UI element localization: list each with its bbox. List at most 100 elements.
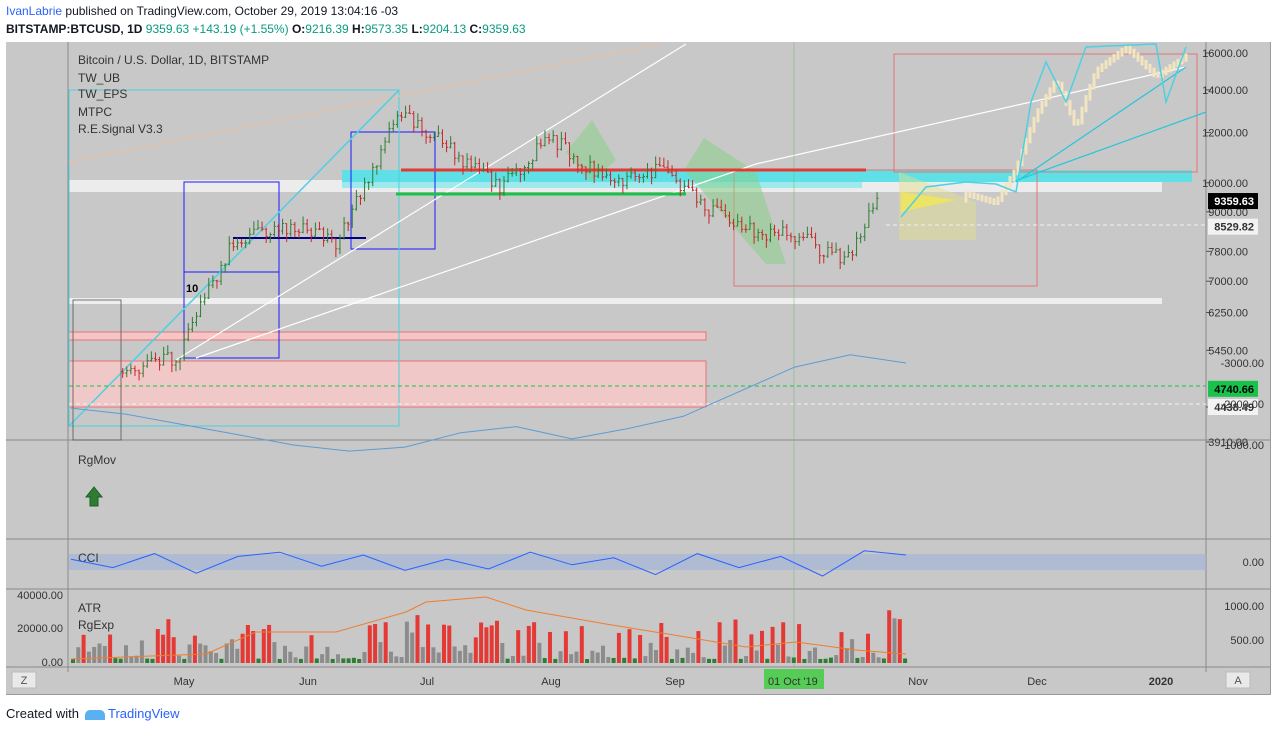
rgmov-label: RgMov [78, 453, 116, 467]
projection-bar [1008, 176, 1012, 189]
volume-bar [791, 657, 796, 663]
projection-bar [1140, 56, 1144, 66]
volume-bar [325, 646, 330, 663]
volume-bar [277, 658, 282, 663]
published-text: published on TradingView.com, October 29… [65, 4, 399, 18]
price-tick-label: 7800.00 [1208, 246, 1248, 258]
time-axis[interactable]: May Jun Jul Aug Sep 01 Oct '19 Nov Dec 2020 [174, 669, 1174, 689]
volume-bar [526, 625, 531, 663]
volume-bar [351, 657, 356, 663]
projection-bar [964, 191, 968, 203]
projection-bar [1060, 81, 1064, 97]
trendline-white-1 [175, 43, 687, 361]
volume-bar [341, 658, 346, 663]
volume-bar [728, 639, 733, 663]
time-tick-label: Dec [1027, 676, 1047, 688]
yellow-projection [899, 172, 976, 240]
atr-right-tick-label: 1000.00 [1224, 601, 1264, 613]
volume-bar [537, 642, 542, 663]
projection-bar [1128, 45, 1132, 55]
rgmov-tick-label: -3000.00 [1221, 358, 1264, 370]
projection-bar [1092, 73, 1096, 90]
volume-bar [654, 649, 658, 663]
volume-bar [691, 652, 696, 663]
projection-bar [1028, 127, 1032, 144]
price-badge-text: 9359.63 [1214, 196, 1254, 208]
footer: Created with TradingView [6, 706, 180, 721]
projection-bar [1088, 83, 1092, 101]
long-trendline-tan [68, 43, 661, 163]
footer-brand-link[interactable]: TradingView [108, 706, 180, 721]
price-badge-support [1208, 380, 1258, 397]
volume-bar [897, 619, 902, 663]
cyan-fan-2 [1015, 66, 1187, 183]
chart-canvas[interactable]: Bitcoin / U.S. Dollar, 1D, BITSTAMP TW_U… [6, 42, 1270, 694]
volume-bar [426, 624, 431, 663]
volume-bar [701, 657, 706, 663]
volume-bar [86, 651, 91, 663]
volume-bar [177, 655, 181, 663]
volume-bar [579, 626, 584, 663]
volume-bar [230, 639, 234, 663]
tradingview-logo-icon [84, 709, 105, 720]
volume-bar [680, 657, 685, 663]
projection-bar [1016, 160, 1020, 176]
volume-bar [187, 644, 192, 663]
volume-bar [102, 646, 107, 663]
volume-bar [113, 658, 118, 663]
legend-study-3: MTPC [78, 105, 112, 119]
volume-bar [139, 640, 144, 663]
volume-bar [738, 658, 743, 663]
volume-bar [182, 658, 187, 663]
projection-bar [1004, 182, 1008, 196]
volume-bar [442, 624, 446, 663]
volume-bar [362, 652, 367, 663]
projection-bar [1104, 60, 1108, 69]
volume-bar [489, 625, 494, 663]
projection-bar [980, 194, 984, 202]
volume-bar [881, 658, 886, 663]
projection-bar [1052, 80, 1056, 93]
author-name[interactable]: IvanLabrie [6, 4, 63, 18]
volume-bar [261, 629, 266, 663]
volume-bar [283, 645, 287, 663]
price-axis[interactable]: 16000.00 14000.00 12000.00 10000.00 9000.00 7… [1202, 48, 1258, 449]
projection-bar [976, 193, 980, 201]
volume-bar [214, 653, 219, 663]
horizontal-band-grey [69, 298, 1162, 304]
volume-bar [495, 620, 499, 663]
volume-bar [155, 629, 160, 663]
price-tick-label: 6250.00 [1208, 308, 1248, 320]
projection-bar [1156, 71, 1160, 78]
volume-bar [807, 650, 812, 663]
measure-box-2 [183, 271, 280, 359]
volume-bar [744, 656, 749, 663]
projection-bar [1068, 100, 1072, 116]
volume-bar [166, 619, 171, 663]
volume-bar [516, 630, 521, 663]
zoom-button[interactable] [11, 671, 37, 689]
volume-bar [447, 625, 452, 663]
last-price: 9359.63 [145, 22, 190, 36]
cci-line [70, 550, 907, 577]
volume-bar [124, 645, 128, 663]
volume-bar [208, 651, 213, 663]
volume-bar [245, 624, 250, 663]
projection-bar [1120, 48, 1124, 57]
atr-left-tick-label: 40000.00 [17, 590, 63, 602]
cyan-zone-lower [342, 182, 862, 188]
volume-bar [558, 651, 563, 663]
volume-bar [293, 657, 298, 663]
volume-bar [500, 643, 505, 663]
volume-bar [367, 625, 372, 663]
legend-study-1: TW_UB [78, 71, 120, 85]
cyan-trendline [68, 89, 400, 427]
volume-bar [818, 658, 823, 663]
volume-bar [685, 647, 690, 663]
cyan-fan-1 [1011, 111, 1207, 183]
volume-bar [828, 657, 833, 663]
volume-bar [76, 647, 81, 663]
volume-bar [192, 635, 197, 663]
resistance-zone-thin [68, 331, 707, 341]
auto-scale-button[interactable] [1225, 671, 1251, 689]
